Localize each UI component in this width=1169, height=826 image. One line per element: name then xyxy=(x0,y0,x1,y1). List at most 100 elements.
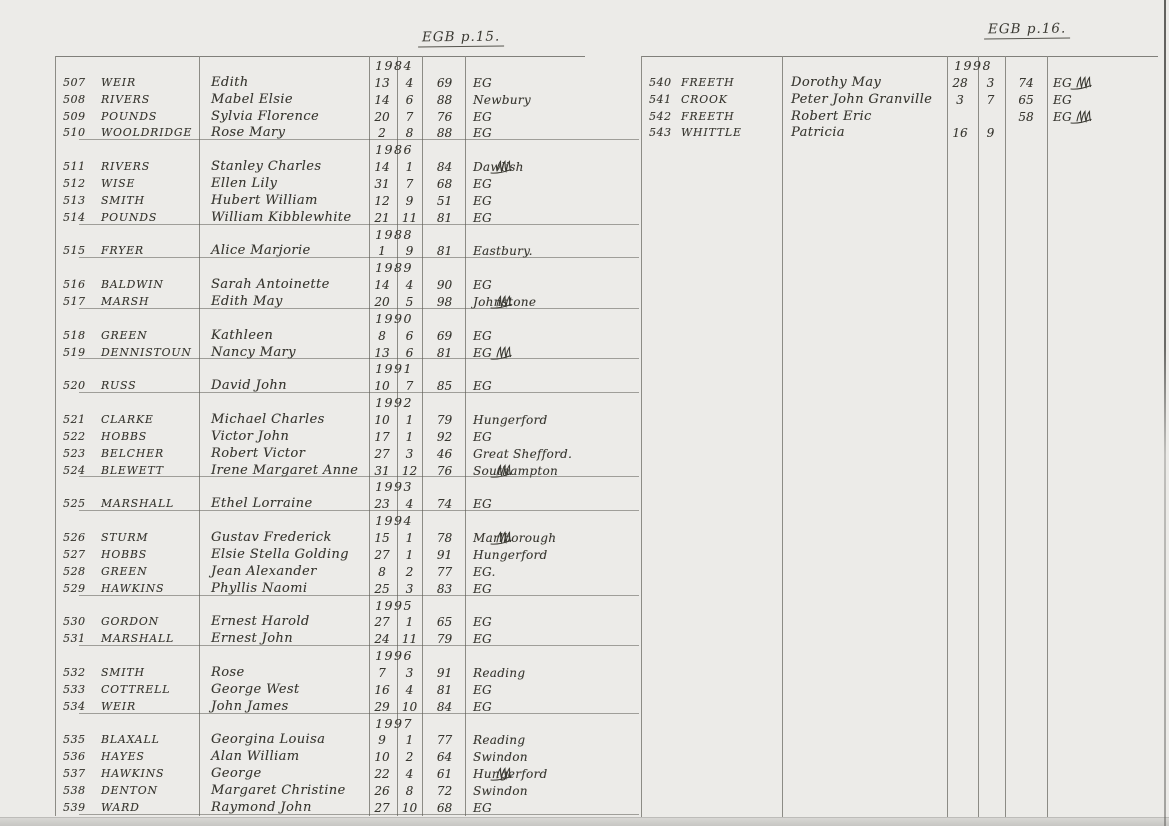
col-month: 5 xyxy=(405,295,414,310)
entry-row: 511 RIVERS Stanley Charles 14 1 84 Dawlish xyxy=(55,159,585,176)
entry-row: 510 WOOLDRIDGE Rose Mary 2 8 88 EG xyxy=(55,125,585,142)
year-row: 1996 xyxy=(55,648,585,665)
col-forenames: Mabel Elsie xyxy=(211,91,293,107)
col-month: 4 xyxy=(405,767,414,782)
col-surname: WEIR xyxy=(101,75,136,89)
col-forenames: Margaret Christine xyxy=(211,782,346,798)
col-age: 81 xyxy=(436,345,453,360)
col-age: 83 xyxy=(436,581,453,596)
entry-row: 523 BELCHER Robert Victor 27 3 46 Great Sheffo… xyxy=(55,446,585,463)
year-group: 1994 526 STURM Gustav Frederick 15 1 78 Marlbor… xyxy=(55,513,639,597)
col-month: 11 xyxy=(401,632,418,647)
col-forenames: Ernest John xyxy=(211,631,293,647)
place-text: Newbury xyxy=(473,92,531,107)
col-month: 11 xyxy=(401,210,418,225)
col-surname: GREEN xyxy=(101,564,148,578)
col-age: 69 xyxy=(436,328,453,343)
col-forenames: Irene Margaret Anne xyxy=(211,462,359,478)
col-forenames: Alice Marjorie xyxy=(211,243,311,259)
col-surname: MARSHALL xyxy=(101,497,175,511)
col-entry-number: 543 xyxy=(649,126,672,140)
column-divider xyxy=(422,56,423,816)
col-age: 46 xyxy=(436,446,453,461)
place-text: EG xyxy=(473,800,492,815)
col-entry-number: 512 xyxy=(63,177,86,191)
col-forenames: Victor John xyxy=(211,428,290,444)
col-surname: COTTRELL xyxy=(101,682,171,696)
col-entry-number: 520 xyxy=(63,379,86,393)
year-group: 1988 515 FRYER Alice Marjorie 1 9 81 Eastbury. xyxy=(55,227,639,261)
entry-row: 543 WHITTLE Patricia 16 9 xyxy=(641,125,1158,142)
col-surname: SMITH xyxy=(101,193,145,207)
year-label: 1996 xyxy=(375,648,413,664)
col-day: 8 xyxy=(378,564,386,579)
col-forenames: George West xyxy=(211,681,300,697)
col-day: 13 xyxy=(374,75,390,90)
year-group: 1996 532 SMITH Rose 7 3 91 Reading 533 COTTRELL Ge… xyxy=(55,648,639,716)
col-month: 4 xyxy=(405,497,414,512)
column-divider xyxy=(199,56,200,816)
entry-row: 542 FREETH Robert Eric 58 EG xyxy=(641,109,1158,126)
col-surname: DENTON xyxy=(101,783,158,797)
col-day: 2 xyxy=(378,126,386,141)
col-entry-number: 536 xyxy=(63,750,86,764)
col-surname: WISE xyxy=(101,177,136,191)
col-entry-number: 530 xyxy=(63,615,86,629)
col-month: 6 xyxy=(405,92,414,107)
col-age: 51 xyxy=(436,193,453,208)
year-label: 1995 xyxy=(375,597,413,613)
col-month: 7 xyxy=(405,109,414,124)
col-day: 13 xyxy=(374,345,390,360)
entry-row: 509 POUNDS Sylvia Florence 20 7 76 EG xyxy=(55,109,585,126)
col-month: 1 xyxy=(405,547,414,562)
entry-row: 533 COTTRELL George West 16 4 81 EG xyxy=(55,682,585,699)
place-text: EG xyxy=(473,379,492,394)
col-age: 91 xyxy=(436,665,453,680)
entry-row: 519 DENNISTOUN Nancy Mary 13 6 81 EG xyxy=(55,345,585,362)
place-text: EG xyxy=(473,632,492,647)
col-forenames: Michael Charles xyxy=(211,412,325,428)
col-surname: WARD xyxy=(101,800,140,814)
place-text: Southampton xyxy=(473,463,559,478)
year-label: 1994 xyxy=(375,513,413,529)
column-divider xyxy=(397,56,398,816)
col-forenames: Rose xyxy=(211,664,245,680)
column-divider xyxy=(465,56,466,816)
col-month: 6 xyxy=(405,328,414,343)
col-month: 6 xyxy=(405,345,414,360)
col-age: 77 xyxy=(436,564,453,579)
place-text: EG xyxy=(473,328,492,343)
entry-row: 534 WEIR John James 29 10 84 EG xyxy=(55,699,585,716)
col-entry-number: 529 xyxy=(63,581,86,595)
col-age: 88 xyxy=(436,92,453,107)
column-divider xyxy=(641,56,642,826)
place-text: EG xyxy=(473,581,492,596)
col-month: 4 xyxy=(405,278,414,293)
col-age: 79 xyxy=(436,632,453,647)
col-entry-number: 527 xyxy=(63,547,86,561)
place-text: EG xyxy=(473,126,492,141)
col-month: 2 xyxy=(405,750,414,765)
entry-row: 518 GREEN Kathleen 8 6 69 EG xyxy=(55,328,585,345)
col-entry-number: 534 xyxy=(63,699,86,713)
column-divider xyxy=(369,56,370,816)
col-month: 1 xyxy=(405,160,414,175)
col-day: 8 xyxy=(378,328,386,343)
flourish-mark-icon xyxy=(489,159,513,174)
col-surname: FREETH xyxy=(681,109,735,123)
col-surname: DENNISTOUN xyxy=(101,345,192,359)
col-month: 4 xyxy=(405,682,414,697)
col-month: 3 xyxy=(405,665,414,680)
place-text: EG xyxy=(1053,75,1072,90)
col-entry-number: 508 xyxy=(63,92,86,106)
col-day: 27 xyxy=(374,800,390,815)
col-forenames: George xyxy=(211,766,262,782)
col-forenames: Kathleen xyxy=(211,327,274,343)
year-label: 1989 xyxy=(375,260,413,276)
col-forenames: Phyllis Naomi xyxy=(211,580,308,596)
col-entry-number: 523 xyxy=(63,446,86,460)
col-forenames: Edith May xyxy=(211,294,283,310)
col-day: 7 xyxy=(378,665,386,680)
col-surname: MARSHALL xyxy=(101,632,175,646)
place-text: Hungerford xyxy=(473,413,548,428)
